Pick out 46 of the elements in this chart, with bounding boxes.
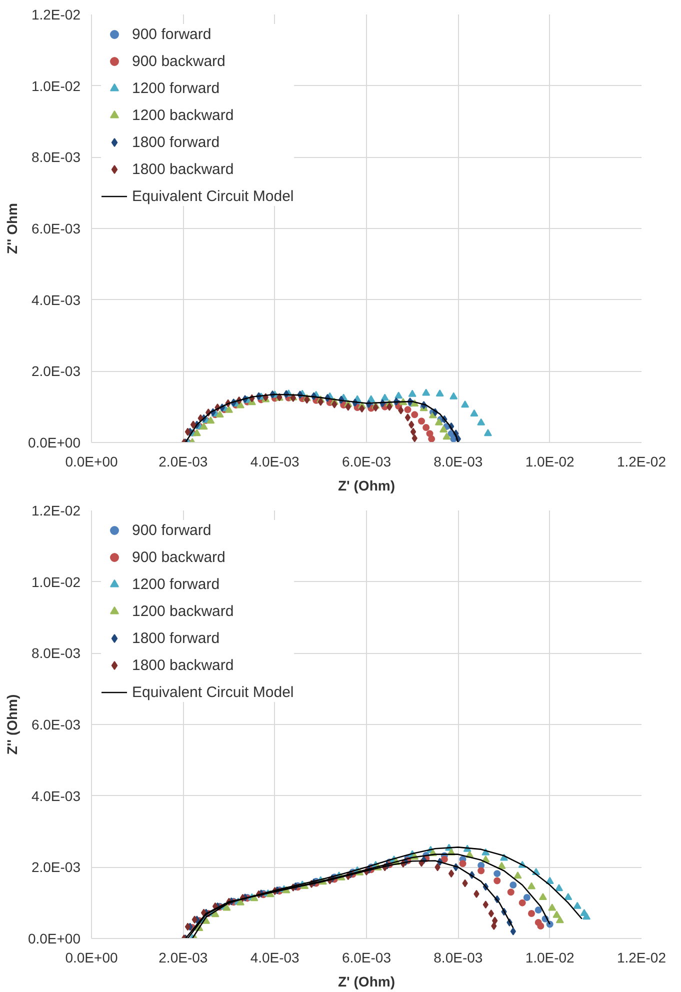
x-tick-label: 2.0E-03 [158, 454, 208, 470]
legend-label: 1800 forward [132, 134, 220, 150]
legend-label: Equivalent Circuit Model [132, 188, 294, 204]
y-tick-label: 6.0E-03 [31, 220, 81, 236]
y-tick-label: 1.2E-02 [31, 502, 81, 518]
y-tick-label: 8.0E-03 [31, 149, 81, 166]
y-tick-label: 0.0E+00 [28, 434, 81, 450]
y-tick-label: 2.0E-03 [31, 859, 81, 876]
y-tick-label: 4.0E-03 [31, 292, 81, 308]
x-tick-label: 4.0E-03 [250, 454, 300, 470]
x-tick-label: 1.0E-02 [525, 454, 575, 470]
legend-label: 900 forward [132, 26, 212, 42]
y-tick-label: 8.0E-03 [31, 645, 81, 662]
legend-label: 1200 backward [132, 602, 234, 620]
x-tick-label: 1.0E-02 [525, 950, 575, 966]
legend-label: 1800 backward [132, 656, 234, 674]
y-tick-label: 0.0E+00 [28, 930, 81, 946]
x-tick-label: 0.0E+00 [65, 454, 118, 470]
legend-label: Equivalent Circuit Model [132, 684, 294, 700]
x-tick-label: 1.2E-02 [616, 950, 666, 966]
x-tick-label: 2.0E-03 [158, 950, 208, 966]
legend-label: 900 backward [132, 52, 226, 70]
x-tick-label: 6.0E-03 [342, 950, 392, 966]
y-tick-label: 1.0E-02 [31, 78, 81, 94]
x-axis-title: Z' (Ohm) [338, 478, 395, 494]
legend-label: 900 forward [132, 522, 212, 538]
x-tick-label: 8.0E-03 [434, 950, 483, 966]
legend-label: 1200 forward [132, 576, 220, 592]
legend-label: 900 backward [132, 548, 226, 566]
legend-label: 1800 forward [132, 630, 220, 646]
x-tick-label: 6.0E-03 [342, 454, 392, 470]
x-tick-label: 0.0E+00 [65, 950, 118, 966]
y-tick-label: 4.0E-03 [31, 788, 81, 804]
x-tick-label: 4.0E-03 [250, 950, 300, 966]
y-axis-title: Z'' Ohm [4, 202, 20, 254]
x-tick-label: 8.0E-03 [434, 454, 483, 470]
x-axis-title: Z' (Ohm) [338, 974, 395, 990]
y-axis-title: Z'' (Ohm) [4, 694, 20, 755]
y-tick-label: 2.0E-03 [31, 363, 81, 380]
legend-label: 1200 backward [132, 106, 234, 124]
y-tick-label: 1.0E-02 [31, 574, 81, 590]
y-tick-label: 1.2E-02 [31, 6, 81, 22]
x-tick-label: 1.2E-02 [616, 454, 666, 470]
y-tick-label: 6.0E-03 [31, 716, 81, 732]
legend-label: 1200 forward [132, 80, 220, 96]
legend-label: 1800 backward [132, 160, 234, 178]
